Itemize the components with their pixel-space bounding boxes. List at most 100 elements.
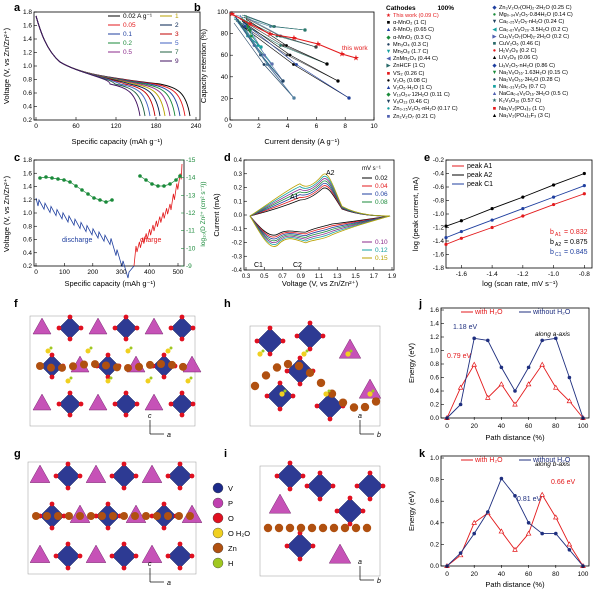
data-point [457,552,464,558]
oxygen-atom [49,352,55,358]
b-value-label: b [550,239,554,246]
legend-label: 9 [175,58,179,65]
x-tick-label: 1.5 [351,274,360,280]
atom-label: V [228,484,233,493]
legend-label: 0.1 [123,31,132,38]
retention-point [281,79,285,83]
y-tick-label: 0.2 [23,263,32,270]
oxygen-atom [380,483,386,489]
retention-point [248,28,252,32]
oxygen-atom [297,381,303,387]
x-tick-label: 80 [552,423,560,430]
zinc-atom [186,512,194,520]
retention-point [292,63,295,66]
zinc-atom [69,362,77,371]
oxygen-atom [105,501,111,507]
legend-label: V₂O₅ (0.08 C) [393,77,428,84]
legend-entry: ▲ NaCa₀.₆V₆O₁₆·3H₂O (0.5 C) [490,91,573,98]
crystal-structure-h: ba [249,320,382,439]
hydrogen-atom [327,389,331,393]
x-tick-label: 240 [191,123,202,130]
cv-curves [249,173,391,247]
oxygen-atom [367,496,373,502]
vo6-octahedron [286,532,314,560]
this-work-star: ★ [338,50,345,59]
legend-marker-icon: ◀ [386,56,391,63]
legend-marker-icon: ■ [386,20,391,27]
barrier-without-water: 1.18 eV [453,324,477,331]
y-tick-label: -15 [186,157,196,164]
x-tick-label: 1.3 [333,274,342,280]
oxygen-atom [168,401,174,407]
oxygen-atom [314,403,320,409]
hydrogen-atom [305,349,309,353]
energy-line [446,477,584,567]
retention-lines: ★ ★ ★ ★ ★ ★ ★ [228,10,360,100]
zinc-atom [146,360,154,369]
legend-marker-icon: ★ [385,13,391,19]
legend-label: with H₂O [474,309,503,316]
legend-marker-icon: ● [492,76,497,83]
zinc-atom [305,368,315,378]
x-axis-label: Current density (A g⁻¹) [264,137,340,146]
zinc-atom [80,360,88,369]
oxygen-atom [121,565,127,571]
zinc-atom [307,523,317,533]
oxygen-atom [165,473,171,479]
fit-line [445,185,585,239]
legend-label: K₂V₆O₁₆ (0.57 C) [499,98,542,105]
panel-d: d 0.3 0.5 0.7 0.9 1.1 1.3 1.5 1.7 1.9 -0.4 -0.3 -0.… [210,150,410,290]
oxygen-atom [297,355,303,361]
data-point [553,514,559,520]
oxygen-atom [307,346,313,352]
oxygen-atom [189,473,195,479]
y-tick-label: 0.0 [234,213,243,219]
x-tick-label: 80 [552,571,560,578]
x-axis-label: Path distance (%) [485,433,545,442]
atom-label: Zn [228,544,237,553]
discharge-curve [35,15,156,117]
data-point [444,242,448,246]
y-tick-label: 0.4 [430,388,439,395]
legend-label: without H₂O [532,457,571,464]
zinc-atom [120,512,128,520]
hydrogen-atom [49,346,53,350]
legend-label: Zn₂V₂O₇ (0.21 C) [393,113,436,120]
legend-entry: ◀ ZnMn₂O₄ (0.44 C) [384,56,458,63]
legend-marker-icon: ◆ [492,62,497,69]
data-point [459,219,463,223]
legend-label: Na₃V₂(PO₄)₃ (1 C) [499,105,545,112]
data-point [539,361,545,367]
legend-marker-icon: ● [386,41,391,48]
diffusion-point [150,182,154,186]
oxygen-atom [65,485,71,491]
y-tick-label: -12 [186,210,196,217]
legend-marker-icon: ▲ [385,27,392,34]
legend-label: α-MnO₂ (0.3 C) [393,34,432,41]
hydrogen-atom [109,376,113,380]
axis-ticks: 0 60 120 180 240 0.2 0.4 0.6 0.8 1.0 1.2 1.4 1.6 1.8 [23,9,202,130]
b-value-label: b [550,229,554,236]
legend-label: V₆O₁₃ (0.46 C) [393,99,430,106]
discharge-curve [35,15,181,117]
legend-column-1: ★ This work (0.09 C) ■ α-MnO₂ (1 C) ▲ δ-MnO₂ … [384,13,458,121]
scan-rate-unit: mV s⁻¹ [362,166,381,172]
legend-label: 0.15 [375,255,388,262]
zinc-atom [157,360,165,369]
diffusion-point [62,178,66,182]
oxygen-atom [330,483,336,489]
cv-curve [249,180,391,242]
legend-label: H₂V₃O₈ (0.2 C) [499,48,537,55]
data-point [582,171,586,176]
x-tick-label: 100 [59,269,70,276]
retention-point [250,34,253,38]
crystal-structure-i: ba [259,460,386,585]
discharge-curve [35,15,176,117]
data-point [458,551,463,555]
zinc-atom [87,512,95,520]
oxygen-atom [367,470,373,476]
y-tick-label: 1.8 [23,157,32,164]
vo6-octahedron [266,382,294,410]
